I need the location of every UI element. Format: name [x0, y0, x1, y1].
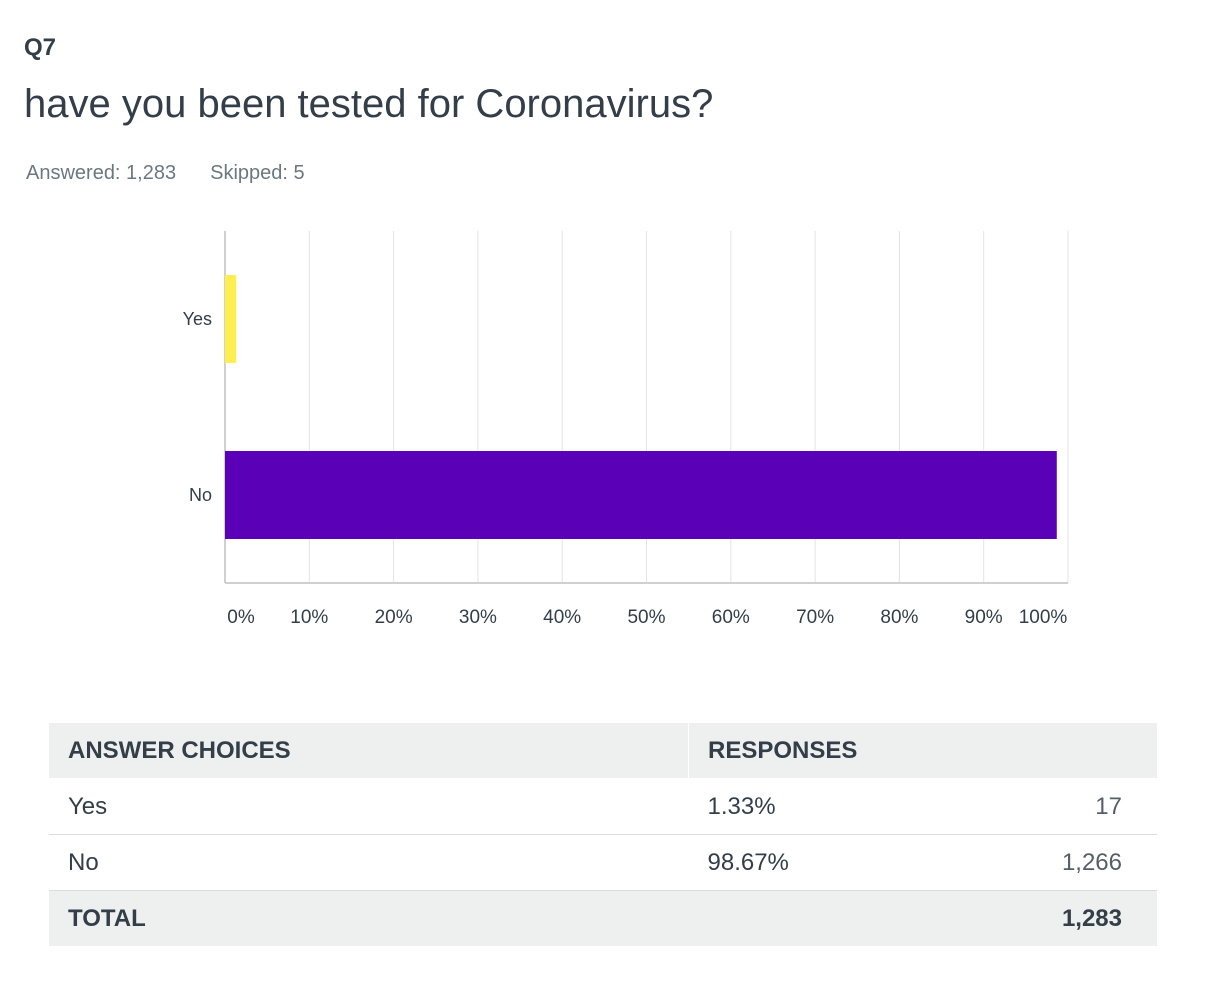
answered-count: Answered: 1,283 — [26, 162, 177, 184]
bar-chart: Yes No 0% 10% 20% 30% 40% 50% 60% 70% 80% 90% 100% — [183, 231, 1069, 628]
header-responses: RESPONSES — [688, 723, 1157, 779]
bar-no — [225, 451, 1057, 539]
x-tick-label: 80% — [880, 607, 918, 628]
header-answer-choices: ANSWER CHOICES — [49, 723, 689, 779]
y-tick-label: No — [189, 485, 212, 505]
question-title: have you been tested for Coronavirus? — [24, 82, 714, 126]
x-tick-label: 0% — [227, 607, 255, 628]
x-tick-label: 100% — [1019, 607, 1068, 628]
question-number: Q7 — [24, 34, 57, 61]
row-count: 1,266 — [1007, 834, 1157, 891]
row-percent: 98.67% — [688, 834, 1008, 891]
table-row: No 98.67% 1,266 — [49, 834, 1157, 891]
x-tick-label: 50% — [627, 607, 665, 628]
total-count: 1,283 — [1007, 890, 1157, 946]
x-tick-label: 40% — [543, 607, 581, 628]
response-stats: Answered: 1,283 Skipped: 5 — [26, 162, 305, 185]
x-tick-label: 20% — [375, 607, 413, 628]
skipped-count: Skipped: 5 — [210, 162, 305, 184]
row-percent: 1.33% — [688, 778, 1008, 835]
x-tick-label: 30% — [459, 607, 497, 628]
x-tick-label: 60% — [712, 607, 750, 628]
summary-table: ANSWER CHOICES RESPONSES Yes 1.33% 17 No… — [49, 723, 1157, 946]
table-header: ANSWER CHOICES RESPONSES — [49, 723, 1157, 779]
x-tick-label: 90% — [965, 607, 1003, 628]
table-total-row: TOTAL 1,283 — [49, 890, 1157, 946]
total-spacer — [688, 890, 1008, 946]
x-tick-label: 10% — [290, 607, 328, 628]
bar-yes — [225, 275, 237, 363]
row-choice: No — [49, 834, 689, 891]
row-count: 17 — [1007, 778, 1157, 835]
table-row: Yes 1.33% 17 — [49, 778, 1157, 835]
x-tick-label: 70% — [796, 607, 834, 628]
y-tick-label: Yes — [183, 309, 212, 329]
total-label: TOTAL — [49, 890, 689, 946]
row-choice: Yes — [49, 778, 689, 835]
